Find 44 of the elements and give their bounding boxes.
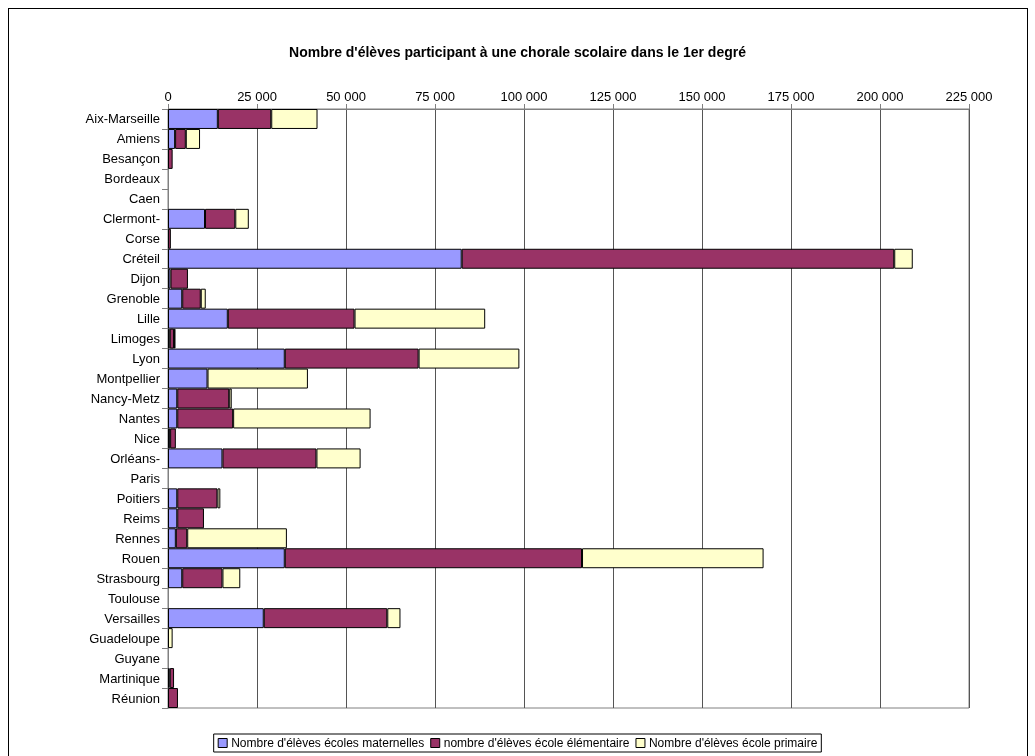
y-tick-label: Nantes xyxy=(118,410,161,426)
y-tick-label: Montpellier xyxy=(96,371,161,387)
y-tick-label: Nancy-Metz xyxy=(90,391,160,407)
legend-label: nombre d'élèves école élémentaire xyxy=(443,736,630,750)
y-tick-label: Rouen xyxy=(121,550,160,566)
y-tick-label: Martinique xyxy=(99,670,160,686)
y-tick-label: Limoges xyxy=(110,331,161,347)
x-tick-label: 50 000 xyxy=(326,89,366,104)
y-tick-label: Lille xyxy=(136,311,160,327)
y-tick-label: Toulouse xyxy=(107,590,160,606)
y-tick-label: Lyon xyxy=(132,351,160,367)
y-tick-label: Paris xyxy=(130,470,161,486)
x-tick-label: 125 000 xyxy=(589,89,637,104)
y-tick-label: Aix-Marseille xyxy=(85,111,160,127)
x-tick-label: 150 000 xyxy=(678,89,726,104)
y-tick-label: Strasbourg xyxy=(96,570,160,586)
y-tick-label: Rennes xyxy=(115,530,161,546)
y-tick-label: Versailles xyxy=(104,610,161,626)
y-tick-label: Guyane xyxy=(114,650,160,666)
y-tick-label: Créteil xyxy=(122,251,161,267)
y-tick-label: Poitiers xyxy=(116,490,161,506)
x-tick-label: 175 000 xyxy=(767,89,815,104)
chart-title: Nombre d'élèves participant à une chorale scolaire dans le 1er degré xyxy=(289,44,747,60)
y-tick-label: Dijon xyxy=(130,271,160,287)
legend-label: Nombre d'élèves école primaire xyxy=(648,736,818,750)
y-tick-label: Réunion xyxy=(111,690,160,706)
x-tick-label: 75 000 xyxy=(415,89,455,104)
x-tick-label: 200 000 xyxy=(856,89,904,104)
y-tick-label: Clermont- xyxy=(102,211,160,227)
x-tick-label: 100 000 xyxy=(500,89,548,104)
y-tick-label: Guadeloupe xyxy=(89,630,160,646)
y-tick-label: Corse xyxy=(125,231,160,247)
x-tick-label: 25 000 xyxy=(237,89,277,104)
y-tick-label: Orléans- xyxy=(110,450,160,466)
y-tick-label: Besançon xyxy=(102,151,160,167)
legend-label: Nombre d'élèves écoles maternelles xyxy=(231,736,425,750)
y-tick-label: Bordeaux xyxy=(104,171,161,187)
x-tick-label: 0 xyxy=(164,89,172,104)
y-tick-label: Grenoble xyxy=(106,291,160,307)
y-tick-label: Amiens xyxy=(116,131,161,147)
x-tick-label: 225 000 xyxy=(945,89,993,104)
y-tick-label: Caen xyxy=(128,191,160,207)
y-tick-label: Nice xyxy=(133,430,160,446)
y-tick-label: Reims xyxy=(123,510,161,526)
